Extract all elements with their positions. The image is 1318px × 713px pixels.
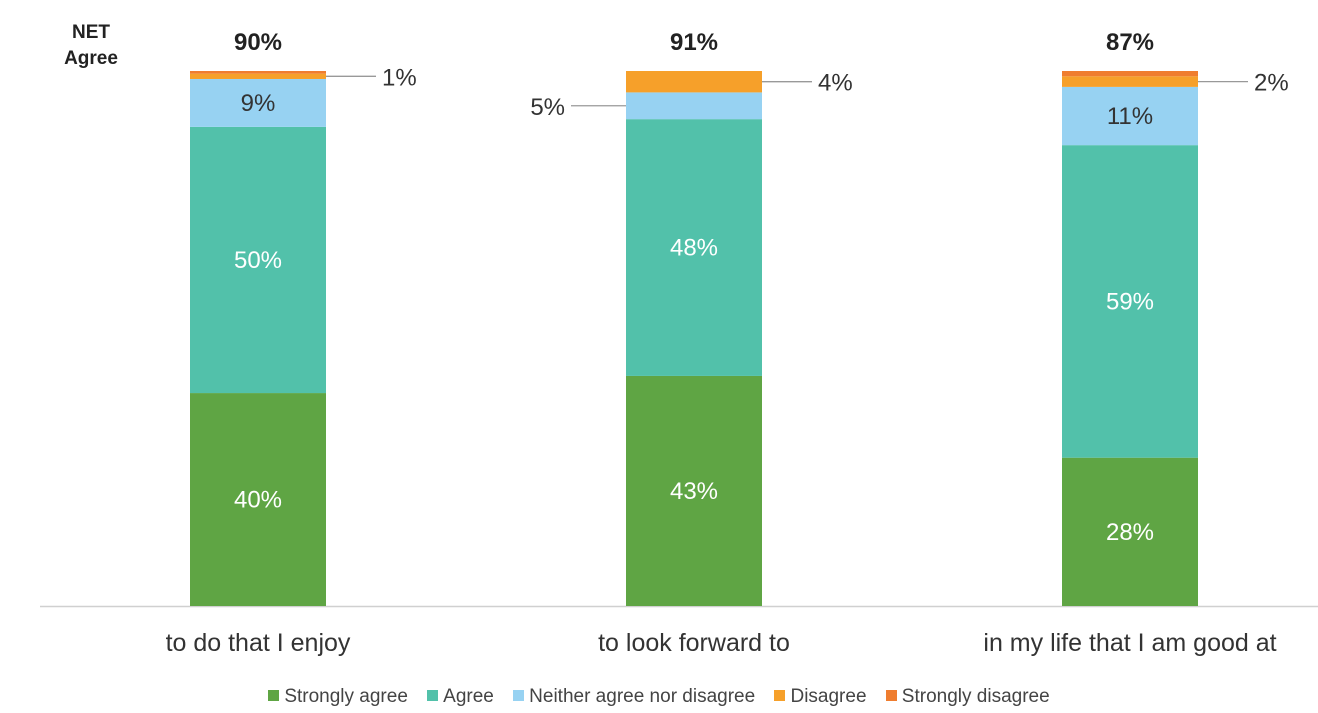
data-label: 28% — [1106, 519, 1154, 546]
legend-label: Disagree — [790, 686, 867, 707]
bar-segment-disagree — [1062, 76, 1198, 87]
bar-segment-strongly-agree — [190, 393, 326, 606]
legend-swatch-strongly-disagree — [885, 690, 897, 701]
legend: Strongly agree Agree Neither agree nor d… — [0, 686, 1318, 708]
data-label: 2% — [1254, 70, 1289, 97]
bar-segment-neither-agree-nor-disagree — [190, 78, 326, 127]
legend-label: Agree — [443, 686, 494, 707]
data-label: 48% — [670, 235, 718, 262]
category-label: to look forward to — [598, 629, 790, 657]
net-agree-value: 87% — [1106, 29, 1154, 56]
legend-swatch-disagree — [774, 690, 786, 701]
net-header-line1: NET — [72, 22, 110, 43]
bar-segment-agree — [626, 119, 762, 376]
bar-segment-strongly-disagree — [1062, 71, 1198, 77]
legend-swatch-strongly-agree — [268, 690, 280, 701]
net-agree-value: 91% — [670, 29, 718, 56]
legend-item-agree: Agree — [427, 686, 494, 708]
bar-segment-disagree — [190, 73, 326, 79]
bar-segment-neither-agree-nor-disagree — [626, 92, 762, 120]
bar-segment-disagree — [626, 71, 762, 93]
legend-item-neither: Neither agree nor disagree — [513, 686, 755, 708]
bar-segment-strongly-agree — [626, 375, 762, 606]
legend-label: Strongly agree — [284, 686, 408, 707]
data-label: 9% — [241, 90, 276, 117]
bar-segment-strongly-agree — [1062, 457, 1198, 606]
net-header-line2: Agree — [64, 48, 118, 69]
data-label: 59% — [1106, 288, 1154, 315]
net-agree-header: NET Agree — [56, 20, 126, 72]
bar-segment-agree — [1062, 145, 1198, 458]
data-label: 50% — [234, 247, 282, 274]
legend-item-disagree: Disagree — [774, 686, 867, 708]
legend-item-strongly-disagree: Strongly disagree — [885, 686, 1050, 708]
bar-segment-agree — [190, 126, 326, 394]
category-label: in my life that I am good at — [983, 629, 1276, 657]
legend-swatch-agree — [427, 690, 439, 701]
data-label: 11% — [1107, 103, 1153, 130]
legend-label: Neither agree nor disagree — [529, 686, 756, 707]
data-label: 43% — [670, 478, 718, 505]
category-label: to do that I enjoy — [166, 629, 351, 657]
legend-label: Strongly disagree — [901, 686, 1050, 707]
bar-segment-neither-agree-nor-disagree — [1062, 86, 1198, 146]
data-label: 4% — [818, 70, 853, 97]
bar-segment-strongly-disagree — [190, 71, 326, 74]
data-label: 5% — [530, 94, 565, 121]
data-label: 40% — [234, 487, 282, 514]
data-label: 1% — [382, 64, 417, 91]
net-agree-value: 90% — [234, 29, 282, 56]
legend-swatch-neither — [513, 690, 525, 701]
legend-item-strongly-agree: Strongly agree — [268, 686, 408, 708]
